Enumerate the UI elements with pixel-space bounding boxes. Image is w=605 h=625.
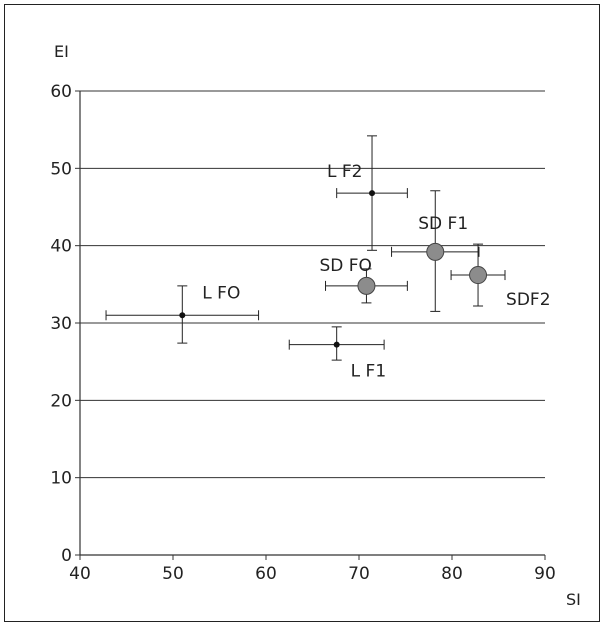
- point-l-f2: L F2: [327, 135, 408, 251]
- marker-small: [179, 312, 186, 319]
- x-tick-labels: 40 50 60 70 80 90: [69, 564, 556, 584]
- chart-frame: [4, 4, 600, 622]
- point-l-fo: L FO: [105, 283, 260, 344]
- y-tick-label-30: 30: [50, 314, 72, 334]
- marker-small: [369, 190, 376, 197]
- x-tick-label-60: 60: [255, 564, 277, 584]
- y-tick-label-60: 60: [50, 82, 72, 102]
- marker-large: [469, 266, 488, 285]
- point-label: SDF2: [506, 290, 550, 310]
- data-series: L FO L F1 L F2 SD FO SD F1 SDF2: [105, 135, 551, 382]
- marker-large: [426, 242, 445, 261]
- point-sd-f1: SD F1: [391, 190, 480, 312]
- point-l-f1: L F1: [288, 326, 386, 382]
- point-label: L F2: [327, 162, 362, 182]
- x-tick-label-90: 90: [534, 564, 556, 584]
- x-tick-label-70: 70: [348, 564, 370, 584]
- axes: [75, 90, 546, 560]
- y-tick-label-20: 20: [50, 391, 72, 411]
- point-label: SD F1: [418, 214, 468, 234]
- y-tick-label-50: 50: [50, 159, 72, 179]
- x-axis-label: SI: [566, 590, 581, 609]
- marker-small: [333, 341, 340, 348]
- point-sd-fo: SD FO: [319, 256, 408, 304]
- point-sdf2: SDF2: [450, 243, 551, 310]
- point-label: SD FO: [319, 256, 371, 276]
- y-tick-labels: 0 10 20 30 40 50 60: [50, 82, 72, 566]
- point-label: L F1: [351, 362, 386, 382]
- x-tick-label-40: 40: [69, 564, 91, 584]
- y-tick-label-0: 0: [61, 546, 72, 566]
- point-label: L FO: [202, 283, 240, 303]
- gridlines: [80, 90, 545, 479]
- y-tick-label-40: 40: [50, 237, 72, 257]
- x-tick-label-50: 50: [162, 564, 184, 584]
- x-tick-label-80: 80: [441, 564, 463, 584]
- y-axis-label: EI: [54, 42, 69, 61]
- marker-large: [357, 276, 376, 295]
- y-tick-label-10: 10: [50, 469, 72, 489]
